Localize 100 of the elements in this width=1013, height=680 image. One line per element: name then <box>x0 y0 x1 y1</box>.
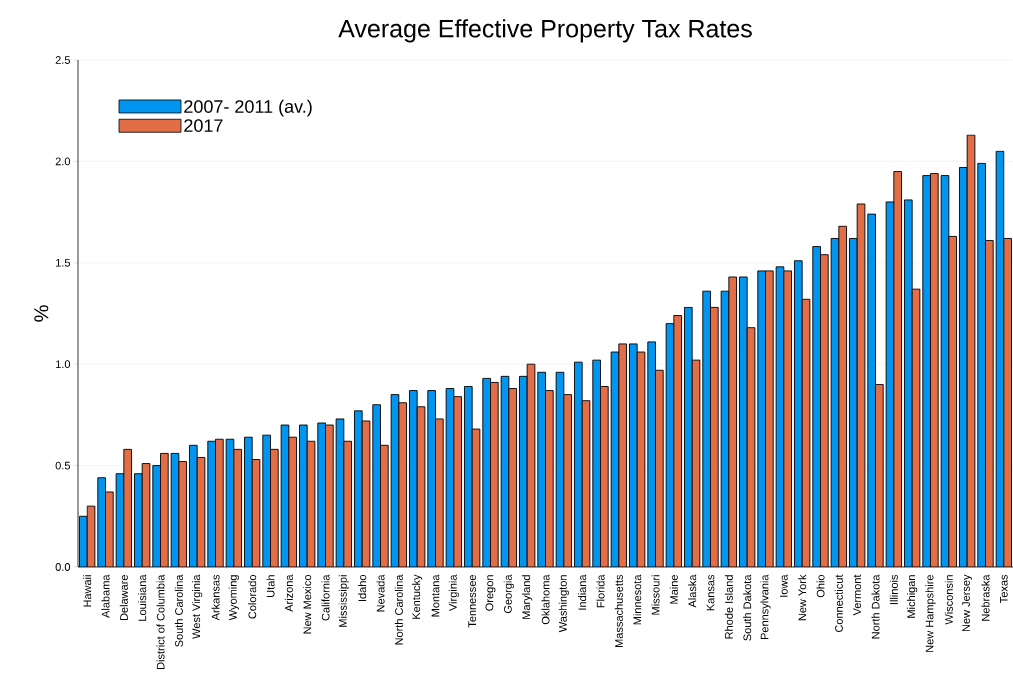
legend-label: 2017 <box>184 119 223 132</box>
bar <box>977 163 986 567</box>
bar <box>794 260 803 567</box>
bar <box>710 307 719 567</box>
bar <box>673 315 682 567</box>
x-tick-label: Indiana <box>578 574 587 610</box>
bar <box>189 445 198 567</box>
x-tick-label: New Hampshire <box>925 575 936 652</box>
x-tick-label: Arizona <box>284 574 293 612</box>
bar <box>728 276 737 567</box>
bar <box>482 378 491 567</box>
bar <box>537 372 546 567</box>
bar <box>380 445 389 567</box>
y-axis-title: % <box>34 305 49 322</box>
y-tick-label: 2.0 <box>55 157 71 166</box>
bar <box>427 390 436 567</box>
x-tick-label: Georgia <box>503 574 514 614</box>
x-tick-label: New York <box>798 574 807 621</box>
bar <box>655 370 664 567</box>
bar <box>97 477 106 567</box>
chart-title: Average Effective Property Tax Rates <box>338 19 752 43</box>
x-tick-label: Maryland <box>522 575 533 619</box>
bar <box>838 226 847 567</box>
y-tick-label: 2.5 <box>55 56 70 64</box>
bar <box>354 410 363 567</box>
x-tick-label: Nebraska <box>981 574 990 621</box>
bar <box>343 441 352 567</box>
x-tick-label: West Virginia <box>192 574 203 639</box>
x-tick-label: Illinois <box>889 574 898 605</box>
bar <box>233 449 242 567</box>
x-tick-label: Michigan <box>907 575 918 618</box>
bar <box>930 173 939 567</box>
x-tick-label: Washington <box>558 575 569 633</box>
x-tick-label: Wyoming <box>228 575 239 621</box>
x-tick-label: Connecticut <box>834 574 843 633</box>
bar <box>592 360 601 567</box>
bar <box>160 453 169 567</box>
bar <box>545 390 554 567</box>
x-tick-label: Arkansas <box>211 574 220 621</box>
bar <box>299 425 308 567</box>
bar <box>215 439 224 567</box>
x-tick-label: Maine <box>669 575 678 604</box>
x-tick-label: South Carolina <box>174 574 183 647</box>
x-tick-label: Alaska <box>688 574 697 608</box>
x-tick-label: Idaho <box>358 574 367 602</box>
bar <box>893 171 902 567</box>
y-tick-label: 1.0 <box>56 360 71 369</box>
x-tick-label: Virginia <box>448 574 459 611</box>
bar <box>207 441 216 567</box>
x-tick-label: Minnesota <box>633 574 642 625</box>
x-tick-label: Colorado <box>248 575 257 619</box>
bar <box>574 362 583 567</box>
x-tick-label: South Dakota <box>743 574 752 641</box>
bar <box>702 291 711 567</box>
x-tick-label: Florida <box>596 574 605 608</box>
x-tick-label: Wisconsin <box>944 575 953 625</box>
bar <box>618 343 627 567</box>
bar <box>904 199 913 567</box>
y-tick-label: 1.5 <box>56 258 70 267</box>
bar <box>409 390 418 567</box>
x-tick-label: Nevada <box>376 574 385 612</box>
x-tick-label: North Dakota <box>871 574 880 639</box>
bar <box>435 418 444 567</box>
x-tick-label: New Jersey <box>962 574 973 632</box>
bar <box>647 341 656 567</box>
bar <box>152 465 161 567</box>
x-tick-label: Oregon <box>485 575 496 611</box>
bar <box>849 238 858 567</box>
bar <box>684 307 693 567</box>
x-tick-label: Kentucky <box>412 574 423 619</box>
x-tick-label: Tennessee <box>468 575 477 628</box>
x-tick-label: Missouri <box>651 575 660 615</box>
x-tick-label: Utah <box>266 575 275 597</box>
x-tick-label: Pennsylvania <box>760 574 771 640</box>
x-tick-label: Rhode Island <box>724 575 733 639</box>
bar <box>317 423 326 567</box>
bar <box>123 449 132 567</box>
x-tick-label: North Carolina <box>394 574 403 645</box>
bar <box>783 270 792 567</box>
x-tick-label: Montana <box>431 574 440 617</box>
bar <box>948 236 957 567</box>
bar <box>134 473 143 567</box>
bar <box>600 386 609 567</box>
bar <box>757 270 766 567</box>
bar <box>765 270 774 567</box>
y-tick-label: 0.5 <box>55 461 70 470</box>
bar <box>519 376 528 567</box>
x-tick-label: Ohio <box>816 574 825 598</box>
x-tick-label: Massachusetts <box>614 574 623 647</box>
bar <box>985 240 994 567</box>
bar <box>325 425 334 567</box>
x-tick-label: District of Columbia <box>156 574 165 669</box>
bar <box>563 394 572 567</box>
bar <box>372 404 381 567</box>
x-tick-label: Oklahoma <box>541 574 550 625</box>
bar <box>398 402 407 567</box>
y-tick-label: 0.0 <box>55 563 71 571</box>
x-tick-label: New Mexico <box>303 575 312 634</box>
bar <box>490 382 499 567</box>
bar <box>820 254 829 567</box>
